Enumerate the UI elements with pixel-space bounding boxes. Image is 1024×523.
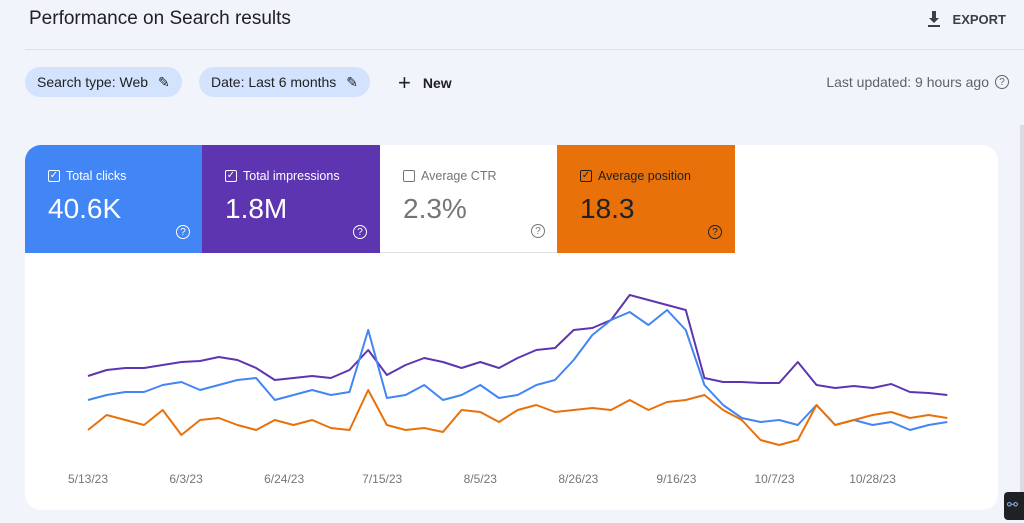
x-tick-label: 6/24/23 [264, 472, 304, 486]
series-line-total-clicks [87, 309, 948, 431]
x-tick-label: 7/15/23 [362, 472, 402, 486]
plus-icon: + [398, 70, 411, 95]
help-icon[interactable]: ? [995, 75, 1009, 89]
series-line-average-position [87, 389, 948, 446]
date-label: Date: Last 6 months [211, 74, 337, 90]
metric-label: Average CTR [421, 169, 497, 183]
help-icon[interactable]: ? [176, 225, 190, 239]
metric-tile-average-position[interactable]: ✓ Average position 18.3 ? [557, 145, 735, 253]
checkbox-unchecked-icon[interactable] [403, 170, 415, 182]
search-type-label: Search type: Web [37, 74, 149, 90]
help-icon[interactable]: ? [353, 225, 367, 239]
checkbox-checked-icon[interactable]: ✓ [225, 170, 237, 182]
export-button[interactable]: EXPORT [925, 10, 1006, 28]
checkbox-checked-icon[interactable]: ✓ [48, 170, 60, 182]
metric-value: 18.3 [580, 193, 635, 224]
x-tick-label: 9/16/23 [656, 472, 696, 486]
x-tick-label: 10/28/23 [849, 472, 896, 486]
x-tick-label: 10/7/23 [754, 472, 794, 486]
scrollbar[interactable] [1020, 125, 1024, 495]
performance-chart-card: ✓ Total clicks 40.6K ? ✓ Total impressions… [25, 145, 998, 510]
extension-icon[interactable]: ⚯ [1004, 492, 1024, 520]
metric-value: 40.6K [48, 193, 122, 224]
metric-value: 2.3% [403, 193, 467, 224]
metric-tile-average-ctr[interactable]: Average CTR 2.3% ? [380, 145, 558, 253]
date-filter-chip[interactable]: Date: Last 6 months ✎ [199, 67, 371, 97]
series-line-total-impressions [87, 294, 948, 396]
checkbox-checked-icon[interactable]: ✓ [580, 170, 592, 182]
metric-label: Total clicks [66, 169, 127, 183]
new-label: New [422, 75, 452, 91]
header-divider [25, 49, 1024, 50]
metric-value: 1.8M [225, 193, 288, 224]
help-icon[interactable]: ? [531, 224, 545, 238]
edit-pencil-icon: ✎ [346, 73, 359, 90]
x-tick-label: 8/5/23 [464, 472, 498, 486]
last-updated: Last updated: 9 hours ago ? [826, 74, 1009, 90]
help-icon[interactable]: ? [708, 225, 722, 239]
x-tick-label: 8/26/23 [558, 472, 598, 486]
metric-label: Total impressions [243, 169, 340, 183]
edit-pencil-icon: ✎ [158, 73, 170, 90]
metric-label: Average position [598, 169, 691, 183]
page-title: Performance on Search results [29, 8, 291, 29]
x-tick-label: 6/3/23 [169, 472, 203, 486]
metric-tile-total-clicks[interactable]: ✓ Total clicks 40.6K ? [25, 145, 203, 253]
last-updated-text: Last updated: 9 hours ago [826, 74, 989, 90]
x-tick-label: 5/13/23 [68, 472, 108, 486]
download-icon [927, 11, 940, 27]
metric-tile-total-impressions[interactable]: ✓ Total impressions 1.8M ? [202, 145, 380, 253]
search-type-filter-chip[interactable]: Search type: Web ✎ [25, 67, 182, 97]
export-label: EXPORT [952, 11, 1006, 27]
new-filter-button[interactable]: + New [398, 70, 452, 96]
performance-line-chart: 5/13/23 6/3/23 6/24/23 7/15/23 8/5/23 8/… [68, 294, 948, 486]
